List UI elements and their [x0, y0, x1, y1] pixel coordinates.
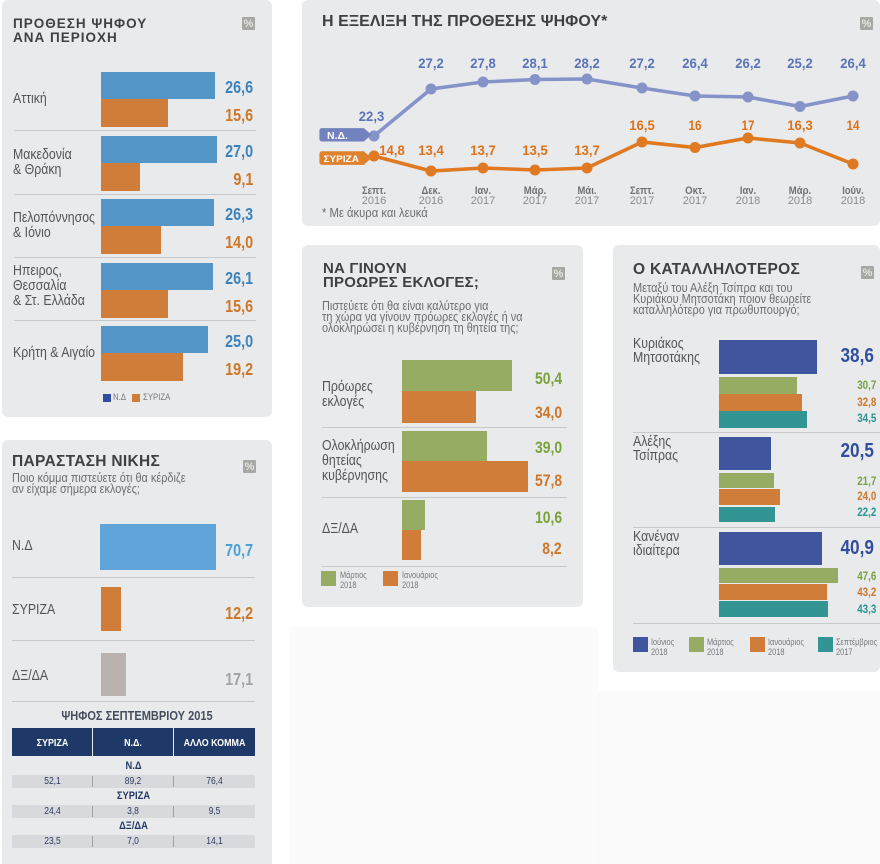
- svg-text:Μάρ.: Μάρ.: [524, 185, 546, 197]
- svg-text:27,8: 27,8: [470, 55, 496, 71]
- svg-text:22,3: 22,3: [359, 108, 385, 124]
- svg-text:2018: 2018: [841, 195, 865, 207]
- svg-text:Μάι.: Μάι.: [578, 185, 597, 197]
- svg-text:28,1: 28,1: [522, 55, 548, 71]
- svg-text:2017: 2017: [575, 195, 599, 207]
- svg-text:Οκτ.: Οκτ.: [685, 185, 705, 197]
- svg-text:16,5: 16,5: [629, 117, 655, 133]
- svg-text:Μάρ.: Μάρ.: [789, 185, 811, 197]
- svg-text:ΣΥΡΙΖΑ: ΣΥΡΙΖΑ: [324, 154, 360, 165]
- svg-text:13,4: 13,4: [418, 142, 444, 158]
- svg-text:16: 16: [689, 117, 702, 133]
- svg-text:2017: 2017: [683, 195, 707, 207]
- svg-text:Δεκ.: Δεκ.: [422, 185, 441, 197]
- svg-text:26,2: 26,2: [735, 55, 761, 71]
- svg-text:2018: 2018: [736, 195, 760, 207]
- svg-text:Ιούν.: Ιούν.: [842, 185, 864, 197]
- svg-text:Ιαν.: Ιαν.: [740, 185, 756, 197]
- svg-text:Ν.Δ.: Ν.Δ.: [327, 130, 348, 142]
- svg-text:2017: 2017: [523, 195, 547, 207]
- svg-text:2016: 2016: [419, 195, 443, 207]
- svg-text:25,2: 25,2: [787, 55, 813, 71]
- svg-text:26,4: 26,4: [840, 55, 866, 71]
- svg-text:2016: 2016: [362, 195, 386, 207]
- svg-text:28,2: 28,2: [574, 55, 600, 71]
- svg-text:2018: 2018: [788, 195, 812, 207]
- svg-text:13,7: 13,7: [574, 142, 600, 158]
- svg-text:13,7: 13,7: [470, 142, 496, 158]
- svg-text:27,2: 27,2: [418, 55, 444, 71]
- svg-text:17: 17: [742, 117, 755, 133]
- svg-text:2017: 2017: [471, 195, 495, 207]
- svg-text:Ιαν.: Ιαν.: [475, 185, 491, 197]
- svg-text:26,4: 26,4: [682, 55, 708, 71]
- svg-text:Σεπτ.: Σεπτ.: [362, 185, 386, 197]
- svg-text:14,8: 14,8: [379, 142, 405, 158]
- svg-text:14: 14: [847, 117, 860, 133]
- svg-text:2017: 2017: [630, 195, 654, 207]
- svg-text:13,5: 13,5: [522, 142, 548, 158]
- svg-text:16,3: 16,3: [787, 117, 813, 133]
- svg-text:27,2: 27,2: [629, 55, 655, 71]
- svg-text:Σεπτ.: Σεπτ.: [630, 185, 654, 197]
